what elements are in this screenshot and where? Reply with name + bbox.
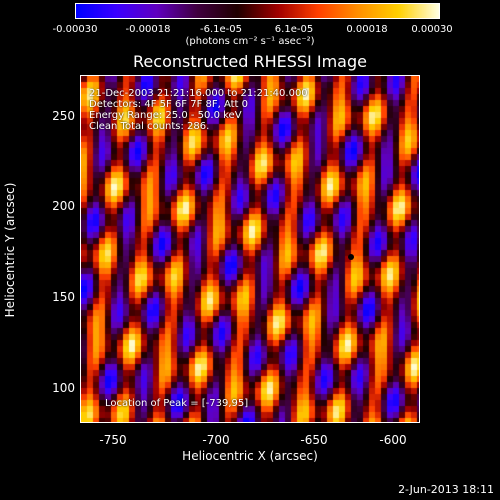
x-tick-label: -700 <box>202 433 230 447</box>
y-tick-label: 150 <box>52 290 75 304</box>
image-title: Reconstructed RHESSI Image <box>133 52 367 71</box>
y-tick-label: 100 <box>52 381 75 395</box>
timestamp: 2-Jun-2013 18:11 <box>398 483 494 496</box>
x-tick-label: -600 <box>379 433 407 447</box>
x-tick-label: -650 <box>300 433 328 447</box>
colorbar-tick: 6.1e-05 <box>274 24 314 35</box>
colorbar <box>75 3 440 19</box>
image-canvas <box>81 76 419 422</box>
reconstructed-image: 21-Dec-2003 21:21:16.000 to 21:21:40.000… <box>80 75 420 423</box>
y-axis-label: Heliocentric Y (arcsec) <box>3 182 17 318</box>
energy-range: Energy Range: 25.0 - 50.0 keV <box>89 110 242 121</box>
x-tick-label: -750 <box>99 433 127 447</box>
peak-location: Location of Peak = [-739,95] <box>105 398 249 409</box>
x-axis-label: Heliocentric X (arcsec) <box>182 449 318 463</box>
time-range: 21-Dec-2003 21:21:16.000 to 21:21:40.000 <box>89 88 308 99</box>
colorbar-tick: -0.00030 <box>52 24 98 35</box>
colorbar-tick: 0.00018 <box>346 24 388 35</box>
clean-total-counts: Clean Total counts: 286. <box>89 121 210 132</box>
y-tick-label: 200 <box>52 199 75 213</box>
colorbar-unit-label: (photons cm⁻² s⁻¹ asec⁻²) <box>185 36 315 47</box>
colorbar-tick: -0.00018 <box>125 24 171 35</box>
peak-marker <box>348 254 354 260</box>
colorbar-tick: -6.1e-05 <box>200 24 242 35</box>
colorbar-tick: 0.00030 <box>411 24 453 35</box>
y-tick-label: 250 <box>52 109 75 123</box>
detectors: Detectors: 4F 5F 6F 7F 8F, Att 0 <box>89 99 249 110</box>
